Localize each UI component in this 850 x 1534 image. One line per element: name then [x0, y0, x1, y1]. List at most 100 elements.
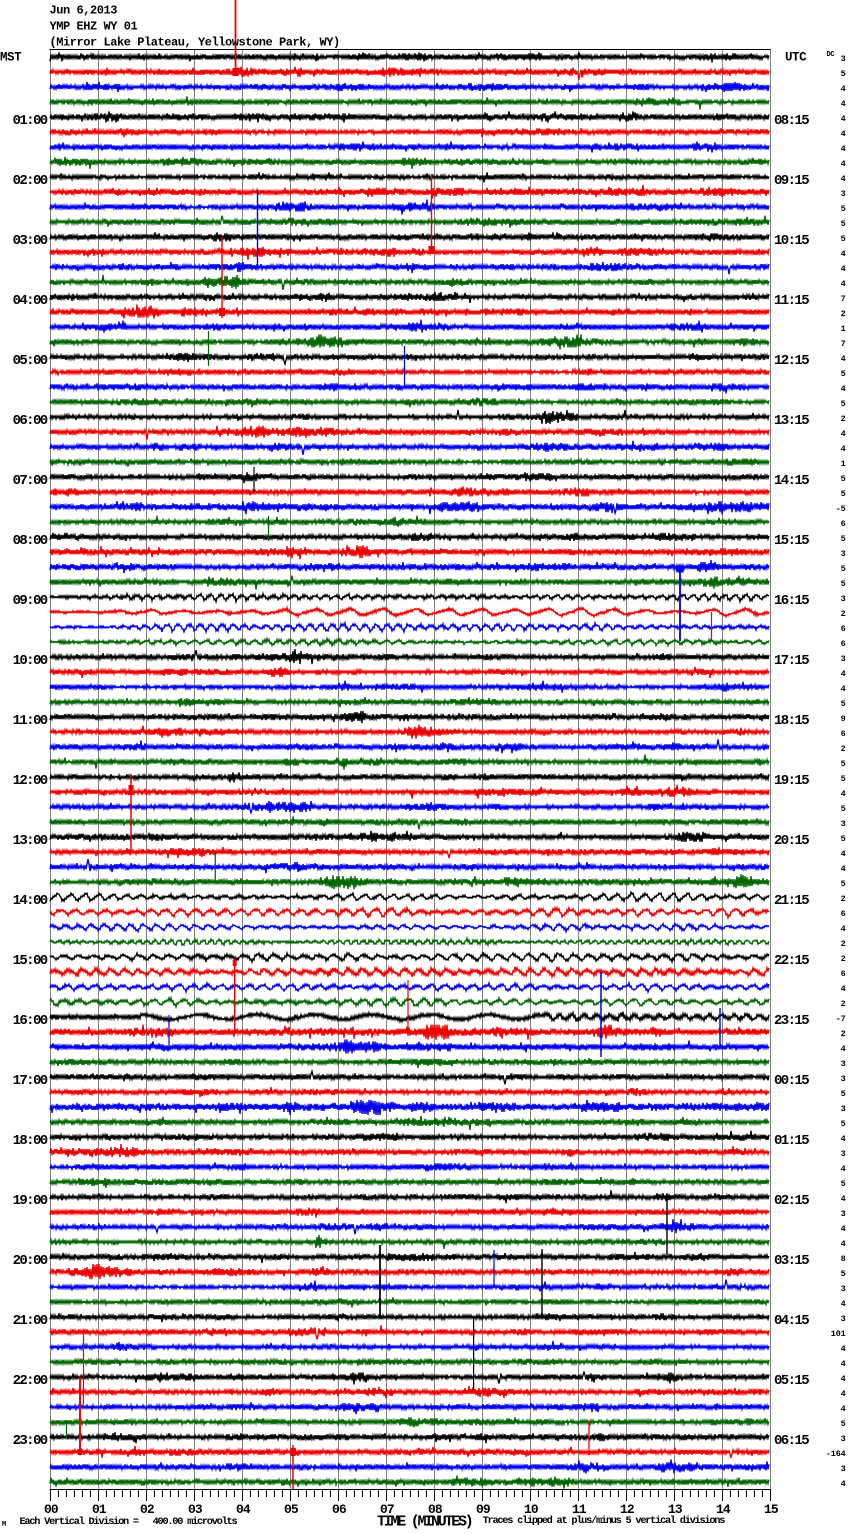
svg-text:4: 4 — [841, 174, 846, 184]
svg-text:16:15: 16:15 — [774, 593, 809, 609]
svg-text:4: 4 — [841, 1374, 846, 1384]
svg-text:6: 6 — [841, 624, 846, 634]
svg-text:4: 4 — [841, 1389, 846, 1399]
svg-text:09:00: 09:00 — [13, 593, 48, 609]
svg-text:4: 4 — [841, 354, 846, 364]
svg-text:2: 2 — [841, 744, 846, 754]
svg-text:4: 4 — [841, 444, 846, 454]
svg-text:2: 2 — [841, 609, 846, 619]
svg-text:18:15: 18:15 — [774, 713, 809, 729]
svg-text:01:15: 01:15 — [774, 1133, 809, 1149]
svg-text:05:15: 05:15 — [774, 1373, 809, 1389]
svg-text:3: 3 — [841, 654, 846, 664]
svg-text:3: 3 — [841, 1209, 846, 1219]
svg-text:6: 6 — [841, 969, 846, 979]
svg-text:2: 2 — [841, 1029, 846, 1039]
svg-text:3: 3 — [841, 1464, 846, 1474]
svg-text:10: 10 — [524, 1502, 539, 1517]
svg-text:4: 4 — [841, 1359, 846, 1369]
svg-text:4: 4 — [841, 669, 846, 679]
svg-text:3: 3 — [841, 1284, 846, 1294]
svg-text:3: 3 — [841, 54, 846, 64]
svg-text:03:00: 03:00 — [13, 233, 48, 249]
svg-text:2: 2 — [841, 894, 846, 904]
svg-text:7: 7 — [841, 339, 846, 349]
svg-text:08:15: 08:15 — [774, 113, 809, 129]
svg-text:02:15: 02:15 — [774, 1193, 809, 1209]
svg-text:(Mirror Lake Plateau, Yellowst: (Mirror Lake Plateau, Yellowstone Park, … — [50, 36, 340, 50]
svg-text:04:15: 04:15 — [774, 1313, 809, 1329]
svg-text:18:00: 18:00 — [13, 1133, 48, 1149]
svg-text:YMP EHZ WY 01: YMP EHZ WY 01 — [50, 20, 138, 34]
svg-text:5: 5 — [841, 1179, 846, 1189]
svg-text:11:00: 11:00 — [13, 713, 48, 729]
svg-text:2: 2 — [841, 954, 846, 964]
svg-text:5: 5 — [841, 369, 846, 379]
svg-text:3: 3 — [841, 1059, 846, 1069]
svg-text:07:00: 07:00 — [13, 473, 48, 489]
svg-text:5: 5 — [841, 69, 846, 79]
svg-text:5: 5 — [841, 774, 846, 784]
svg-text:11:15: 11:15 — [774, 293, 809, 309]
svg-text:5: 5 — [841, 234, 846, 244]
svg-text:-164: -164 — [826, 1449, 846, 1459]
svg-text:4: 4 — [841, 1299, 846, 1309]
svg-text:06: 06 — [332, 1502, 347, 1517]
svg-text:08:00: 08:00 — [13, 533, 48, 549]
svg-text:4: 4 — [841, 129, 846, 139]
svg-text:11: 11 — [572, 1502, 587, 1517]
svg-text:5: 5 — [841, 1419, 846, 1429]
svg-text:6: 6 — [841, 729, 846, 739]
svg-text:6: 6 — [841, 909, 846, 919]
svg-text:02:00: 02:00 — [13, 173, 48, 189]
svg-text:12:15: 12:15 — [774, 353, 809, 369]
svg-text:5: 5 — [841, 489, 846, 499]
svg-text:4: 4 — [841, 1134, 846, 1144]
svg-text:4: 4 — [841, 1044, 846, 1054]
svg-text:14:15: 14:15 — [774, 473, 809, 489]
svg-text:4: 4 — [841, 84, 846, 94]
svg-text:3: 3 — [841, 594, 846, 604]
svg-text:4: 4 — [841, 684, 846, 694]
svg-text:4: 4 — [841, 924, 846, 934]
svg-text:14: 14 — [716, 1502, 731, 1517]
svg-text:7: 7 — [841, 294, 846, 304]
svg-text:17:00: 17:00 — [13, 1073, 48, 1089]
svg-text:21:15: 21:15 — [774, 893, 809, 909]
svg-text:16:00: 16:00 — [13, 1013, 48, 1029]
svg-text:15: 15 — [764, 1502, 779, 1517]
svg-text:4: 4 — [841, 984, 846, 994]
svg-text:5: 5 — [841, 219, 846, 229]
svg-text:08: 08 — [428, 1502, 443, 1517]
svg-text:4: 4 — [841, 114, 846, 124]
svg-text:12: 12 — [620, 1502, 635, 1517]
svg-text:4: 4 — [841, 264, 846, 274]
svg-text:12:00: 12:00 — [13, 773, 48, 789]
svg-text:3: 3 — [841, 549, 846, 559]
svg-text:9: 9 — [841, 714, 846, 724]
svg-text:10:00: 10:00 — [13, 653, 48, 669]
svg-text:4: 4 — [841, 864, 846, 874]
svg-text:5: 5 — [841, 204, 846, 214]
svg-text:M: M — [2, 1521, 6, 1529]
svg-text:5: 5 — [841, 1119, 846, 1129]
svg-text:6: 6 — [841, 519, 846, 529]
svg-text:23:00: 23:00 — [13, 1433, 48, 1449]
svg-text:4: 4 — [841, 1404, 846, 1414]
svg-text:5: 5 — [841, 579, 846, 589]
svg-text:Each Vertical Division = 400: Each Vertical Division = 400.00 microvol… — [20, 1516, 238, 1528]
svg-text:4: 4 — [841, 384, 846, 394]
svg-text:5: 5 — [841, 834, 846, 844]
svg-text:4: 4 — [841, 849, 846, 859]
svg-text:3: 3 — [841, 189, 846, 199]
svg-text:5: 5 — [841, 879, 846, 889]
svg-text:17:15: 17:15 — [774, 653, 809, 669]
svg-text:5: 5 — [841, 534, 846, 544]
svg-text:13:15: 13:15 — [774, 413, 809, 429]
svg-text:4: 4 — [841, 1479, 846, 1489]
svg-text:TIME (MINUTES): TIME (MINUTES) — [377, 1514, 472, 1531]
svg-text:4: 4 — [841, 789, 846, 799]
svg-text:05: 05 — [284, 1502, 299, 1517]
svg-text:4: 4 — [841, 1164, 846, 1174]
svg-text:4: 4 — [841, 279, 846, 289]
